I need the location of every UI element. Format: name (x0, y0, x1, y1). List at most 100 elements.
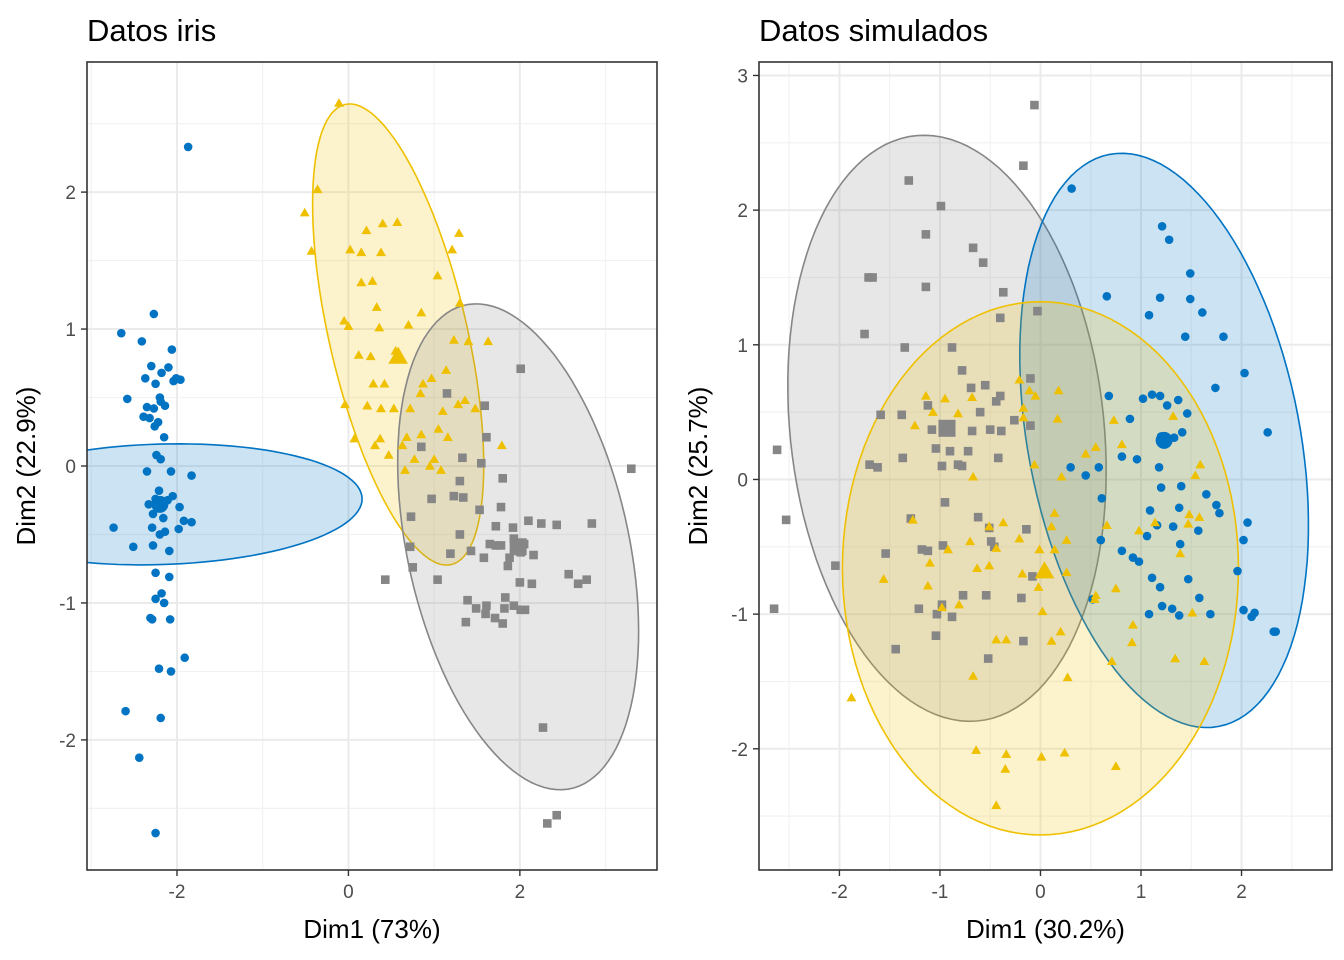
data-point (898, 453, 908, 463)
data-point (458, 493, 468, 502)
data-point (909, 420, 920, 430)
data-point (1177, 428, 1187, 437)
data-point (542, 819, 552, 828)
y-axis-label: Dim2 (25.7%) (683, 387, 713, 546)
data-point (433, 575, 442, 584)
data-point (973, 512, 983, 522)
data-point (943, 544, 953, 554)
data-point (171, 374, 181, 383)
data-point (1014, 374, 1025, 384)
data-point (154, 664, 164, 673)
data-point (498, 619, 508, 628)
data-point (1134, 557, 1144, 566)
data-point (349, 433, 360, 443)
data-point (1090, 590, 1101, 599)
data-point (418, 378, 428, 388)
data-point (1164, 235, 1174, 245)
y-axis-label: Dim2 (22.9%) (11, 387, 41, 546)
data-point (447, 244, 458, 254)
data-point (1046, 636, 1057, 645)
data-point (927, 425, 937, 434)
data-point (1001, 634, 1012, 644)
data-point (158, 513, 168, 523)
data-point (1034, 544, 1045, 554)
data-point (1150, 517, 1161, 527)
data-point (1017, 568, 1028, 578)
data-point (448, 335, 459, 344)
data-point (881, 549, 890, 558)
data-point (1183, 518, 1194, 528)
data-point (984, 521, 995, 531)
data-point (374, 322, 385, 332)
data-point (496, 440, 507, 450)
data-point (1176, 481, 1186, 491)
x-tick-label: 0 (1035, 882, 1046, 903)
data-point (967, 392, 978, 402)
data-point (552, 520, 562, 530)
data-point (1019, 161, 1028, 170)
data-point (463, 336, 474, 346)
data-point (980, 380, 990, 390)
data-point (1117, 452, 1127, 461)
point-group-3 (380, 364, 636, 828)
data-point (144, 500, 154, 509)
data-point (175, 502, 184, 512)
x-tick-label: 2 (1236, 882, 1247, 903)
data-point (781, 515, 791, 525)
data-point (1215, 508, 1224, 518)
data-point (146, 361, 156, 371)
data-point (1183, 574, 1193, 584)
data-point (454, 228, 464, 237)
y-tick-label: 3 (737, 66, 748, 87)
data-point (538, 723, 548, 732)
x-tick-label: 0 (343, 882, 354, 903)
data-point (1104, 391, 1114, 401)
x-axis-label: Dim1 (30.2%) (966, 914, 1125, 944)
data-point (405, 542, 415, 552)
data-point (1022, 524, 1031, 534)
data-point (437, 406, 448, 415)
data-point (151, 594, 160, 604)
point-group-3 (846, 374, 1210, 810)
data-point (986, 537, 996, 546)
data-point (1155, 391, 1165, 401)
data-point (1033, 306, 1042, 316)
data-point (1090, 442, 1101, 451)
data-point (442, 389, 452, 398)
data-point (1175, 539, 1185, 549)
data-point (998, 287, 1008, 297)
data-point (868, 273, 877, 282)
group-center-point (1034, 561, 1055, 579)
data-point (164, 572, 174, 582)
data-point (1128, 619, 1138, 629)
data-point (1037, 606, 1048, 616)
data-point (626, 464, 636, 474)
data-point (968, 671, 979, 680)
data-point (975, 407, 985, 417)
data-point (1061, 567, 1072, 577)
data-point (991, 543, 1002, 552)
data-point (491, 541, 501, 550)
group-center-point (509, 538, 527, 556)
data-point (1116, 439, 1127, 449)
y-tick-label: 1 (737, 336, 748, 357)
data-point (508, 523, 518, 532)
data-point (1127, 637, 1137, 647)
chart-panel-2: Datos simulados -2 -1 0 1 2 -2 -1 0 1 2 3 Dim1 (30.2… (683, 13, 1333, 944)
data-point (154, 486, 164, 495)
data-point (128, 542, 138, 552)
data-point (367, 276, 378, 285)
data-point (536, 519, 546, 528)
data-point (151, 568, 160, 578)
data-point (1170, 653, 1181, 663)
data-point (429, 454, 440, 463)
gridlines (87, 62, 657, 870)
data-point (403, 319, 414, 329)
data-point (433, 424, 444, 433)
data-point (334, 98, 344, 107)
data-point (1144, 310, 1154, 320)
data-point (1240, 368, 1249, 378)
data-point (1061, 535, 1072, 544)
point-group-2 (299, 98, 507, 474)
data-point (156, 454, 166, 464)
